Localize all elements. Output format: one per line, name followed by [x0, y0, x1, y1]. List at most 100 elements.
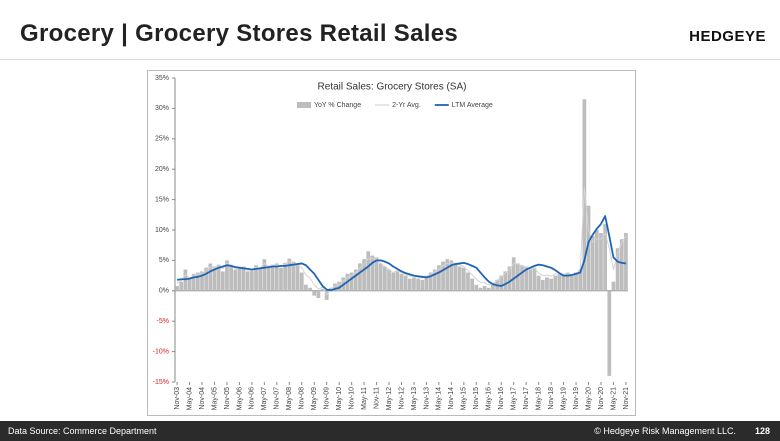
bar — [387, 269, 391, 291]
bar — [424, 275, 429, 291]
bar — [399, 273, 404, 291]
x-tick-label: Nov-05 — [224, 387, 231, 410]
x-tick-label: Nov-06 — [249, 387, 256, 410]
footer-copyright: © Hedgeye Risk Management LLC. — [594, 426, 736, 436]
bar — [395, 271, 400, 291]
bar — [362, 259, 366, 291]
bar — [599, 233, 603, 291]
bar — [457, 266, 462, 291]
bar — [478, 287, 483, 291]
x-tick-label: Nov-13 — [423, 387, 430, 410]
bar — [391, 272, 396, 291]
x-tick-label: May-20 — [585, 387, 592, 410]
bar — [295, 265, 300, 291]
bar — [378, 263, 383, 291]
bar — [515, 263, 520, 291]
bar — [208, 263, 213, 291]
y-tick-label: 5% — [159, 257, 169, 264]
x-tick-label: May-07 — [261, 387, 268, 410]
bar — [241, 266, 246, 291]
bar — [225, 260, 229, 291]
bar — [461, 267, 466, 291]
bar — [175, 285, 179, 291]
x-tick-label: May-18 — [535, 387, 542, 410]
bar — [453, 263, 458, 291]
bar — [187, 277, 192, 291]
chart-frame — [147, 70, 636, 416]
bar — [370, 255, 375, 291]
bar — [432, 269, 437, 291]
y-tick-label: 10% — [155, 227, 169, 234]
bar — [574, 272, 578, 291]
bar — [528, 269, 533, 291]
bar — [540, 279, 545, 291]
logo: HEDGEYE — [689, 28, 766, 45]
bar — [486, 287, 491, 291]
bar — [250, 270, 254, 291]
bar — [245, 271, 250, 291]
x-tick-label: May-14 — [436, 387, 443, 410]
legend-label: LTM Average — [452, 102, 493, 109]
y-tick-label: -15% — [153, 379, 169, 386]
bar — [320, 288, 325, 291]
page-number: 128 — [754, 426, 770, 436]
x-tick-label: Nov-04 — [199, 387, 206, 410]
x-tick-label: Nov-14 — [448, 387, 455, 410]
bar — [449, 260, 454, 291]
bar — [200, 271, 204, 291]
bar — [590, 236, 595, 291]
x-tick-label: May-06 — [236, 387, 243, 410]
x-tick-label: Nov-21 — [623, 387, 630, 410]
bar — [578, 269, 583, 291]
bar — [333, 283, 337, 291]
x-tick-label: May-19 — [560, 387, 567, 410]
bar — [270, 264, 275, 291]
bar — [470, 278, 475, 291]
bar — [349, 272, 354, 291]
bar — [308, 287, 312, 291]
footer-source: Data Source: Commerce Department — [8, 426, 157, 436]
x-tick-label: Nov-17 — [523, 387, 530, 410]
legend-label: 2-Yr Avg. — [392, 102, 421, 109]
x-tick-label: Nov-19 — [573, 387, 580, 410]
x-tick-label: Nov-15 — [473, 387, 480, 410]
y-tick-label: -5% — [157, 318, 169, 325]
bar — [279, 267, 283, 291]
bar — [474, 284, 479, 291]
bar — [619, 239, 624, 291]
footer: Data Source: Commerce Department © Hedge… — [0, 421, 780, 441]
y-tick-label: 20% — [155, 166, 169, 173]
bar — [383, 266, 387, 291]
x-tick-label: May-04 — [186, 387, 193, 410]
x-tick-label: May-05 — [211, 387, 218, 410]
bar — [412, 277, 416, 291]
bar — [237, 267, 242, 291]
bar — [536, 275, 541, 291]
bar — [291, 261, 296, 291]
bar — [511, 257, 516, 291]
bar — [491, 284, 495, 291]
bar — [374, 257, 379, 291]
y-tick-label: 35% — [155, 75, 169, 82]
bar — [358, 263, 362, 291]
slide-title: Grocery | Grocery Stores Retail Sales — [20, 20, 459, 47]
x-tick-label: May-16 — [486, 387, 493, 410]
bar — [274, 263, 279, 291]
bar — [611, 281, 616, 291]
bar — [565, 272, 570, 291]
chart-title: Retail Sales: Grocery Stores (SA) — [318, 82, 467, 93]
bar — [191, 273, 196, 291]
x-tick-label: May-09 — [311, 387, 318, 410]
bar — [212, 266, 217, 291]
bar — [258, 268, 263, 291]
header-rule — [0, 59, 780, 60]
y-tick-label: -10% — [153, 348, 169, 355]
line — [176, 215, 627, 292]
bar — [586, 205, 591, 291]
bar — [316, 290, 321, 299]
bar — [287, 258, 292, 291]
x-tick-label: May-08 — [286, 387, 293, 410]
bar — [407, 278, 412, 291]
y-tick-label: 25% — [155, 136, 169, 143]
